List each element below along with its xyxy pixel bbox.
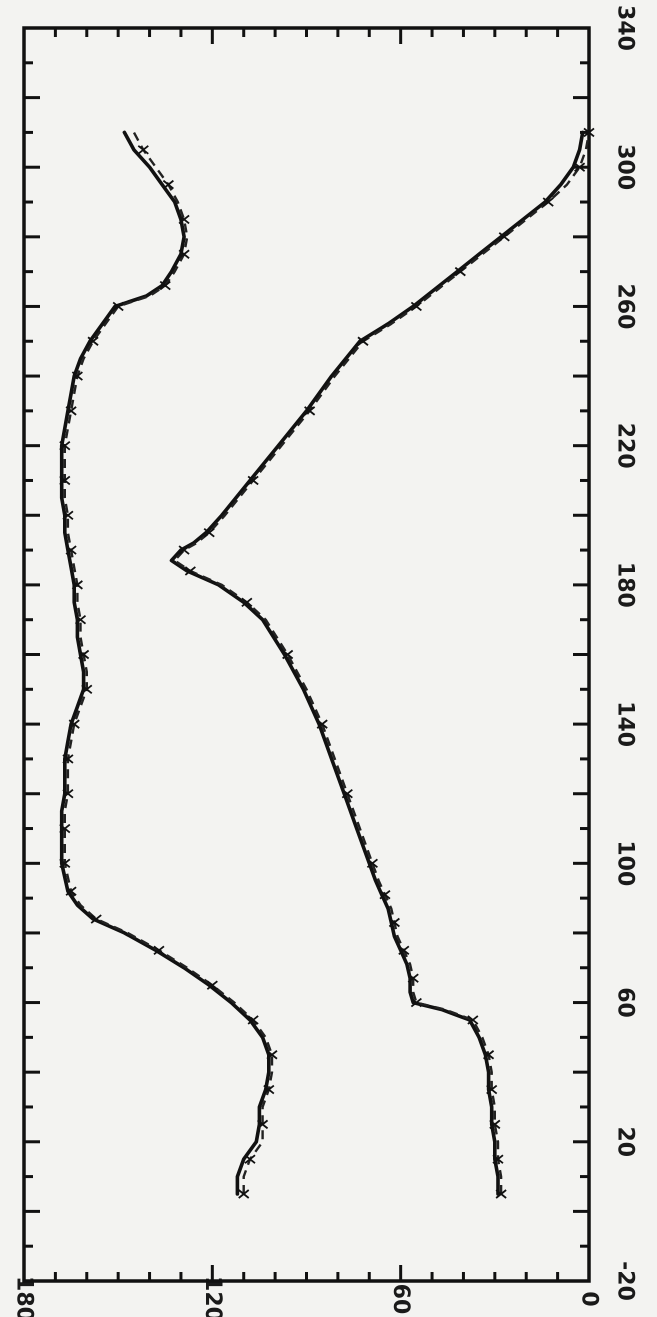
plot-frame xyxy=(22,26,591,1283)
data-point xyxy=(492,1154,504,1164)
data-point xyxy=(244,1154,256,1164)
data-point xyxy=(162,179,174,190)
data-point xyxy=(65,886,77,896)
data-point xyxy=(71,371,83,381)
data-point xyxy=(266,1050,278,1060)
data-point xyxy=(178,214,190,225)
data-point xyxy=(62,754,74,764)
data-point xyxy=(62,510,74,520)
data-point xyxy=(486,1084,498,1095)
data-point xyxy=(68,719,80,729)
data-point xyxy=(71,580,83,590)
data-point xyxy=(65,406,77,416)
data-point xyxy=(398,945,410,956)
data-point xyxy=(184,566,196,576)
data-point xyxy=(65,545,77,555)
x-tick-label: 340 xyxy=(613,5,638,51)
data-point xyxy=(495,1189,507,1199)
data-point xyxy=(74,614,87,625)
data-point xyxy=(153,945,165,956)
data-point xyxy=(247,475,259,486)
x-tick-label: 100 xyxy=(613,840,638,886)
series-line-3 xyxy=(169,130,585,1196)
data-point xyxy=(407,973,419,983)
data-point xyxy=(137,145,149,155)
axis-ticks xyxy=(22,26,591,1283)
data-point xyxy=(282,649,294,660)
y-tick-label: 120 xyxy=(200,1276,225,1317)
data-point xyxy=(498,232,510,242)
data-point xyxy=(574,162,586,172)
data-point xyxy=(206,980,218,990)
data-point xyxy=(304,406,316,416)
data-point xyxy=(203,527,215,538)
data-point xyxy=(410,997,422,1008)
data-point xyxy=(81,684,93,695)
data-point xyxy=(178,545,190,555)
y-tick-label: 60 xyxy=(388,1284,413,1315)
data-point xyxy=(379,889,391,900)
data-point xyxy=(59,858,71,869)
data-point xyxy=(583,127,595,138)
data-point xyxy=(78,649,90,660)
x-tick-label: 20 xyxy=(613,1126,638,1157)
series-line-4 xyxy=(173,132,591,1194)
data-point xyxy=(256,1119,269,1130)
data-point xyxy=(159,280,171,291)
data-point xyxy=(316,719,328,729)
data-point xyxy=(263,1084,275,1095)
data-point xyxy=(341,789,353,799)
data-point xyxy=(388,917,400,928)
data-point xyxy=(59,823,71,834)
data-point xyxy=(90,914,102,924)
x-tick-label: 60 xyxy=(613,987,638,1018)
data-point xyxy=(59,440,71,451)
x-tick-label: 220 xyxy=(613,423,638,469)
x-tick-label: 300 xyxy=(613,144,638,190)
y-tick-label: 180 xyxy=(12,1276,37,1317)
data-point xyxy=(542,197,554,207)
series-line-2 xyxy=(63,131,274,1194)
data-point xyxy=(482,1050,495,1060)
y-tick-label: 0 xyxy=(577,1291,602,1306)
data-point xyxy=(238,1189,250,1199)
data-point xyxy=(59,475,71,486)
data-point xyxy=(247,1015,259,1025)
data-point xyxy=(241,597,253,607)
series-group xyxy=(59,127,595,1199)
data-point xyxy=(62,789,74,799)
data-point xyxy=(410,301,422,312)
x-tick-label: 140 xyxy=(613,701,638,747)
data-point xyxy=(366,858,378,869)
data-point xyxy=(467,1015,479,1025)
x-tick-label: 260 xyxy=(613,283,638,329)
data-point xyxy=(112,301,124,312)
data-point xyxy=(87,336,99,346)
x-tick-label: -20 xyxy=(613,1261,638,1301)
series-line-1 xyxy=(59,130,271,1196)
x-tick-label: 180 xyxy=(613,562,638,608)
data-point xyxy=(454,266,466,277)
data-point xyxy=(178,249,190,259)
data-point xyxy=(489,1119,501,1130)
tick-labels: -20 20 60 100 140 180 220 260 300 340 0 60 120 180 xyxy=(12,5,638,1317)
data-point xyxy=(357,336,369,346)
